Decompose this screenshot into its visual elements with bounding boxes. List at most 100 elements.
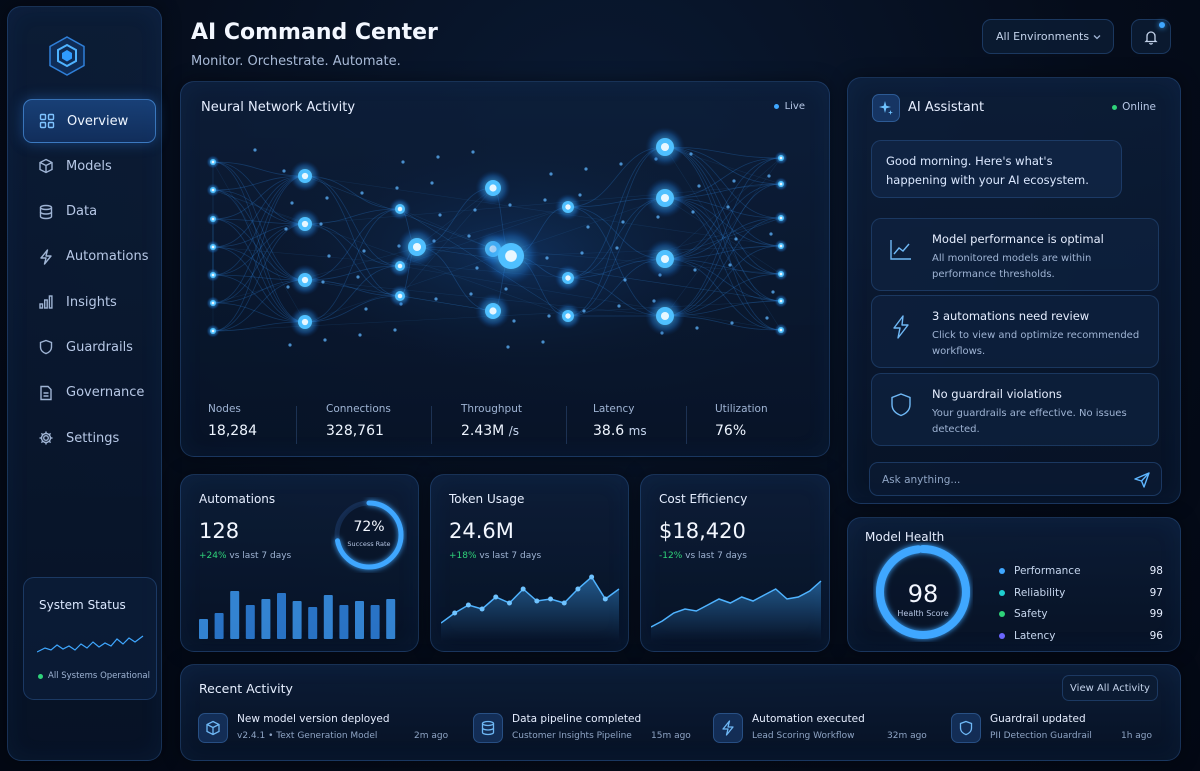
environment-select[interactable]: All Environments [982,19,1114,54]
sparkline-line [651,580,822,628]
metric-dot [999,632,1005,639]
activity-time: 1h ago [1121,731,1153,741]
success-rate-value: 72% [353,519,385,535]
status-dot [38,673,43,679]
cost-value: $18,420 [659,519,746,543]
network-edge [664,197,782,275]
card-title: Model performance is optimal [932,232,1104,246]
network-particle [253,148,257,152]
network-particle [691,210,695,214]
sidebar-item-label: Insights [66,294,117,310]
activity-desc: Customer Insights Pipeline [512,731,632,741]
bar [214,613,224,639]
activity-item[interactable]: Automation executed Lead Scoring Workflo… [713,709,933,749]
network-node-core [779,156,783,160]
network-edge [399,187,494,297]
bar [277,593,286,639]
health-score-arc [876,545,970,639]
card-title: No guardrail violations [932,387,1062,401]
metric-label: Safety [1014,608,1048,621]
network-edge [212,161,306,323]
network-node-core [565,313,571,319]
cost-efficiency-card[interactable]: Cost Efficiency $18,420 -12% vs last 7 d… [640,474,830,652]
bar [230,591,240,639]
token-usage-card[interactable]: Token Usage 24.6M +18% vs last 7 days [430,474,629,652]
ask-input[interactable] [882,471,1122,489]
send-icon[interactable] [1133,471,1151,489]
recent-activity-panel: Recent Activity View All Activity New mo… [180,664,1181,761]
success-rate-arc [334,500,404,570]
sidebar-item-insights[interactable]: Insights [23,280,156,324]
activity-item[interactable]: Data pipeline completed Customer Insight… [473,709,693,749]
metric-label: Reliability [1014,586,1066,599]
network-edge [304,175,401,297]
assistant-card-guardrails[interactable]: No guardrail violations Your guardrails … [871,373,1159,446]
network-particle [621,220,625,224]
network-particle [582,309,586,313]
sidebar-item-guardrails[interactable]: Guardrails [23,325,156,369]
network-particle [730,321,734,325]
network-particle [434,297,438,301]
sparkline-point [520,586,526,592]
sidebar-item-automations[interactable]: Automations [23,235,156,279]
divider [566,406,567,444]
sidebar-item-data[interactable]: Data [23,190,156,234]
sidebar-item-label: Models [66,158,112,174]
activity-desc: Lead Scoring Workflow [752,731,855,741]
network-edge [304,183,782,225]
sparkline-point [452,610,458,616]
network-node-core [301,276,309,284]
sparkline-point [479,606,485,612]
network-edge [664,146,782,331]
bar [339,605,349,639]
sidebar-item-models[interactable]: Models [23,144,156,188]
sidebar-item-settings[interactable]: Settings [23,416,156,460]
bolt-icon [893,315,909,339]
stat-utilization: Utilization 76% [715,403,768,439]
stat-value: 76% [715,423,747,439]
network-stats: Nodes 18,284 Connections 328,761 Through… [181,400,831,448]
assistant-card-automations[interactable]: 3 automations need review Click to view … [871,295,1159,368]
network-particle [543,198,547,202]
activity-title: Guardrail updated [990,713,1086,725]
assistant-title: AI Assistant [908,100,985,115]
stat-connections: Connections 328,761 [326,403,391,439]
change-value: +24% [199,551,227,561]
shield-icon [37,338,55,356]
notifications-button[interactable] [1131,19,1171,54]
network-particle [282,169,286,173]
network-node-core [779,299,783,303]
activity-item[interactable]: Guardrail updated PII Detection Guardrai… [951,709,1161,749]
network-particle [547,314,551,318]
health-score-ring [876,545,970,639]
network-node-core [397,263,403,269]
metric-value: 99 [1149,608,1163,621]
live-dot [773,104,779,109]
network-particle [321,280,325,284]
network-particle [401,160,405,164]
network-edge [212,175,306,332]
view-all-activity-button[interactable]: View All Activity [1062,675,1158,701]
system-status-text: All Systems Operational [38,671,150,681]
network-node-core [660,311,670,321]
activity-item[interactable]: New model version deployed v2.4.1 • Text… [198,709,456,749]
system-status-card[interactable]: System Status All Systems Operational [23,577,157,700]
automations-card[interactable]: Automations 128 +24% vs last 7 days 72% … [180,474,419,652]
shield-icon [891,393,911,417]
bell-icon [1144,30,1158,45]
metric-dot [999,589,1005,596]
change-value: -12% [659,551,683,561]
network-node-core [779,272,783,276]
sidebar-item-overview[interactable]: Overview [23,99,156,143]
network-particle [728,263,732,267]
network-particle [438,213,442,217]
sparkline-point [506,600,512,606]
network-particle [475,266,479,270]
bar [199,619,208,639]
network-edge [664,197,782,331]
network-particle [467,234,471,238]
network-particle [430,181,434,185]
sparkline-point [561,600,567,606]
assistant-card-performance[interactable]: Model performance is optimal All monitor… [871,218,1159,291]
sidebar-item-governance[interactable]: Governance [23,371,156,415]
